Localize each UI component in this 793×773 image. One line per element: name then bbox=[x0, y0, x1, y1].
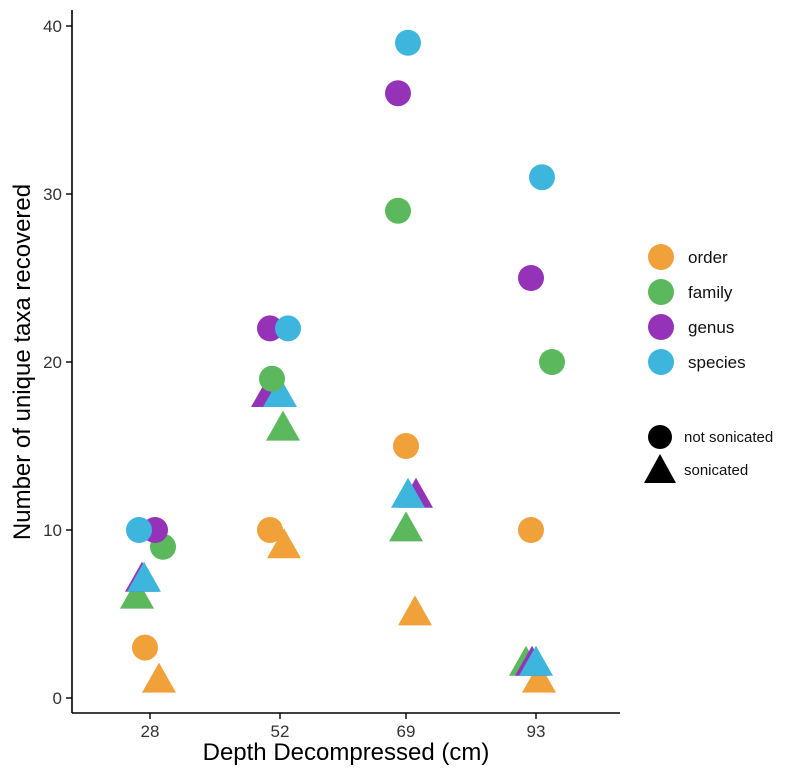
point-species-sonicated bbox=[127, 561, 161, 592]
point-species-sonicated bbox=[519, 645, 553, 676]
point-order-sonicated bbox=[267, 528, 301, 559]
legend-key-family bbox=[648, 279, 674, 305]
point-family-not-sonicated bbox=[385, 197, 411, 224]
x-tick-label: 28 bbox=[141, 722, 160, 741]
point-species-not-sonicated bbox=[126, 517, 152, 543]
color-legend: order family genus species bbox=[648, 244, 746, 375]
legend-key-not-sonicated bbox=[648, 425, 672, 449]
point-order-sonicated bbox=[398, 595, 432, 626]
legend-label-sonicated: sonicated bbox=[684, 462, 748, 479]
point-order-not-sonicated bbox=[393, 433, 419, 459]
point-species-not-sonicated bbox=[275, 315, 301, 342]
y-axis-title: Number of unique taxa recovered bbox=[9, 184, 36, 540]
data-points bbox=[120, 29, 565, 693]
x-tick-label: 93 bbox=[527, 722, 546, 741]
legend-key-species bbox=[648, 349, 674, 375]
point-order-not-sonicated bbox=[132, 634, 158, 661]
point-order-not-sonicated bbox=[518, 517, 544, 543]
legend-key-order bbox=[648, 244, 674, 270]
point-family-not-sonicated bbox=[259, 365, 285, 392]
y-tick-label: 40 bbox=[43, 17, 62, 36]
y-tick-label: 30 bbox=[43, 185, 62, 204]
x-tick-label: 52 bbox=[271, 722, 290, 741]
point-order-sonicated bbox=[522, 662, 556, 693]
point-order-not-sonicated bbox=[257, 517, 283, 543]
point-family-sonicated bbox=[389, 511, 423, 542]
point-species-sonicated bbox=[263, 377, 297, 407]
point-order-sonicated bbox=[142, 662, 176, 693]
x-axis-ticks: 28 52 69 93 bbox=[141, 713, 546, 741]
shape-legend: not sonicated sonicated bbox=[644, 425, 773, 483]
point-species-not-sonicated bbox=[529, 164, 555, 191]
x-tick-label: 69 bbox=[397, 722, 416, 741]
point-species-not-sonicated bbox=[395, 29, 421, 56]
point-family-not-sonicated bbox=[539, 349, 565, 375]
y-axis-ticks: 0 10 20 30 40 bbox=[43, 17, 72, 708]
legend-label-family: family bbox=[688, 283, 733, 302]
y-tick-label: 20 bbox=[43, 353, 62, 372]
point-genus-not-sonicated bbox=[257, 315, 283, 342]
point-genus-not-sonicated bbox=[385, 80, 411, 107]
x-axis-title: Depth Decompressed (cm) bbox=[203, 739, 490, 766]
legend-label-genus: genus bbox=[688, 318, 734, 337]
y-tick-label: 0 bbox=[53, 689, 62, 708]
point-species-sonicated bbox=[391, 477, 425, 508]
y-tick-label: 10 bbox=[43, 521, 62, 540]
point-family-sonicated bbox=[120, 578, 154, 609]
legend-label-order: order bbox=[688, 248, 728, 267]
legend-key-sonicated bbox=[644, 454, 676, 483]
point-genus-not-sonicated bbox=[518, 265, 544, 291]
legend-label-not-sonicated: not sonicated bbox=[684, 429, 773, 446]
legend-label-species: species bbox=[688, 353, 746, 372]
legend-key-genus bbox=[648, 314, 674, 340]
point-family-sonicated bbox=[266, 410, 300, 441]
